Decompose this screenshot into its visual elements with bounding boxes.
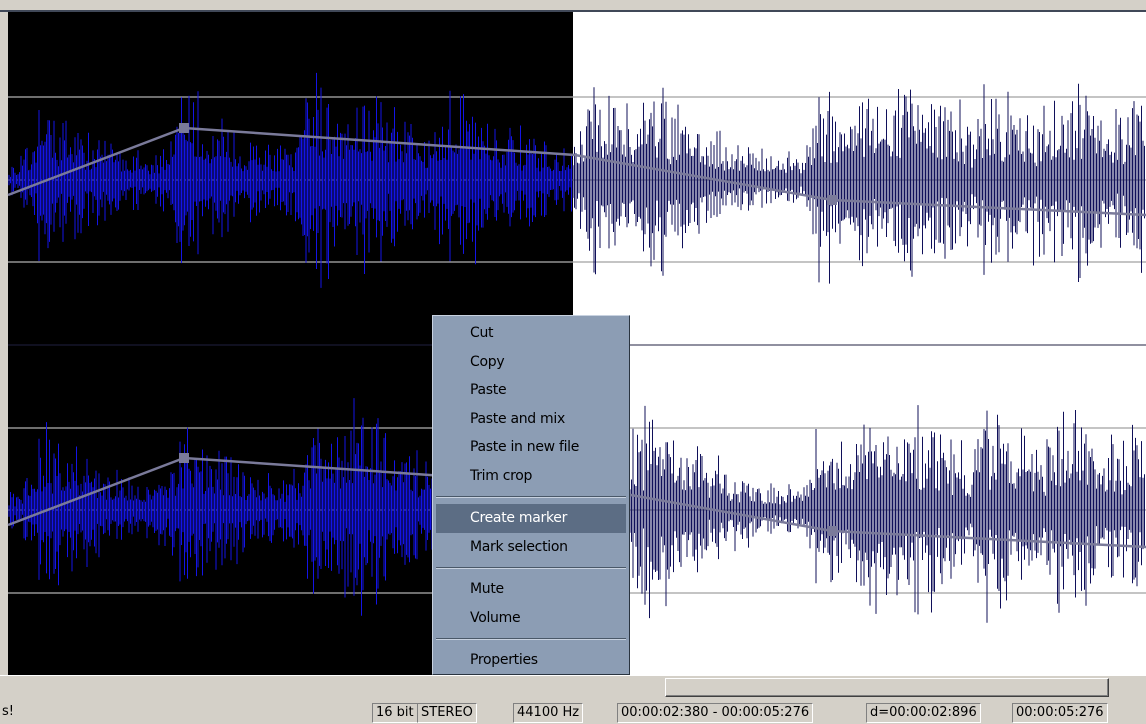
menu-item[interactable]: Volume (470, 609, 521, 626)
status-field: 16 bit (372, 703, 418, 723)
waveform (572, 83, 1145, 284)
menu-separator (436, 638, 626, 640)
menu-item[interactable]: Paste (470, 382, 507, 398)
status-field: 00:00:05:276 (1012, 703, 1108, 723)
envelope-handle (827, 526, 837, 536)
menu-item[interactable]: Cut (470, 325, 494, 341)
waveform-selected (8, 72, 572, 288)
menu-item[interactable]: Paste in new file (470, 439, 580, 455)
envelope-handle (827, 195, 837, 205)
menu-separator (436, 496, 626, 498)
status-field: 00:00:02:380 - 00:00:05:276 (617, 703, 814, 723)
volume-envelope (7, 126, 1146, 217)
status-field: d=00:00:02:896 (866, 703, 981, 723)
menu-item[interactable]: Mark selection (470, 538, 568, 555)
menu-item[interactable]: Mute (470, 581, 504, 597)
context-menu: Cut Copy Paste Paste and mix Paste in new fi… (432, 315, 630, 675)
status-field: 44100 Hz (513, 703, 584, 723)
status-field: STEREO (417, 703, 477, 723)
scroll-thumb[interactable] (665, 678, 1109, 697)
menu-item[interactable]: Copy (470, 353, 505, 370)
menu-item[interactable]: Properties (470, 652, 538, 668)
status-message: s! (2, 704, 14, 719)
envelope-handle (179, 123, 189, 133)
envelope-handle (179, 453, 189, 463)
status-bar: s! 16 bit STEREO 44100 Hz 00:00:02:380 - 00… (0, 700, 1146, 724)
menu-item[interactable]: Paste and mix (470, 410, 565, 427)
menu-item[interactable]: Create marker (436, 504, 626, 533)
scrollbar[interactable] (0, 675, 1146, 699)
menu-item[interactable]: Trim crop (470, 467, 533, 484)
menu-separator (436, 567, 626, 569)
